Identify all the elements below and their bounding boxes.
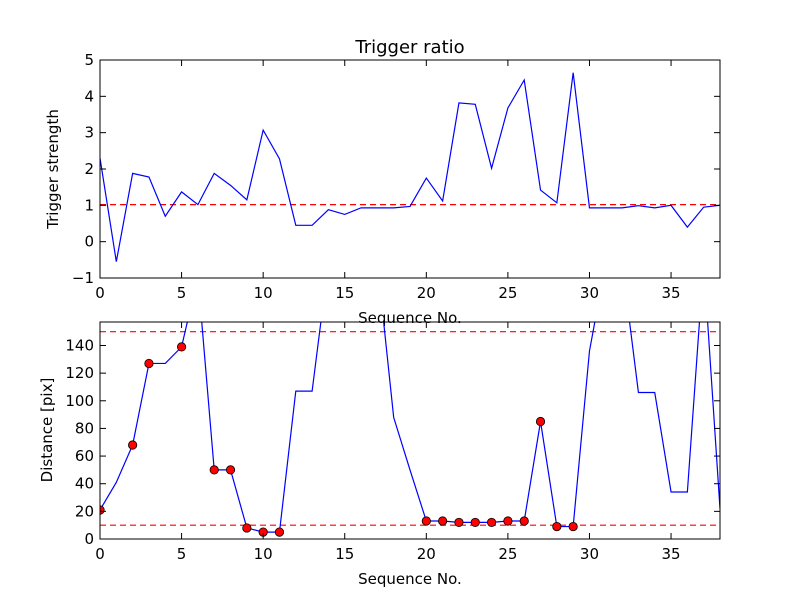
bottom-data-point <box>568 521 578 532</box>
top-ytick-label: 0 <box>84 233 94 251</box>
top-xtick-label: 20 <box>417 284 436 302</box>
bottom-plot-area <box>100 322 720 537</box>
bottom-xtick-label: 35 <box>662 545 681 563</box>
bottom-data-point <box>274 527 285 537</box>
bottom-ytick-label: 80 <box>75 419 94 437</box>
bottom-chart: 0 5 10 15 20 25 30 35 0 20 40 60 80 100 120 140 Sequenc… <box>38 321 721 588</box>
top-plot-area <box>100 72 720 262</box>
top-xtick-label: 25 <box>498 284 517 302</box>
bottom-data-point <box>470 517 480 528</box>
top-chart-xlabel: Sequence No. <box>358 309 462 327</box>
bottom-data-point <box>225 465 236 475</box>
top-xtick-label: 10 <box>254 284 273 302</box>
bottom-ytick-label: 40 <box>75 475 94 493</box>
top-chart-frame <box>99 59 721 279</box>
top-ytick-label: −1 <box>72 269 94 287</box>
bottom-data-point <box>128 440 138 450</box>
bottom-data-point <box>486 517 497 528</box>
top-ytick-label: 2 <box>84 160 94 178</box>
bottom-data-point <box>454 517 464 528</box>
bottom-ytick-label: 120 <box>65 364 94 382</box>
bottom-data-point <box>438 516 448 526</box>
bottom-xtick-label: 0 <box>95 545 105 563</box>
bottom-chart-ylabel: Distance [pix] <box>38 378 56 483</box>
top-xtick-label: 30 <box>580 284 599 302</box>
bottom-xtick-label: 30 <box>580 545 599 563</box>
bottom-data-point <box>176 342 187 352</box>
top-ytick-label: 3 <box>84 124 94 142</box>
bottom-chart-ticks: 0 5 10 15 20 25 30 35 0 20 40 60 80 100 120 140 <box>65 322 720 563</box>
bottom-xtick-label: 10 <box>254 545 273 563</box>
top-ytick-label: 5 <box>84 51 94 69</box>
top-xtick-label: 15 <box>335 284 354 302</box>
bottom-data-point <box>519 516 529 526</box>
top-series-line <box>100 72 720 262</box>
bottom-ytick-label: 140 <box>65 336 94 354</box>
bottom-xtick-label: 5 <box>177 545 187 563</box>
bottom-ytick-label: 20 <box>75 502 94 520</box>
bottom-chart-xlabel: Sequence No. <box>358 570 462 588</box>
bottom-ytick-label: 100 <box>65 392 94 410</box>
bottom-xtick-label: 20 <box>417 545 436 563</box>
bottom-data-point <box>535 416 546 427</box>
bottom-data-point <box>242 523 252 533</box>
bottom-series-line <box>100 322 720 533</box>
bottom-xtick-label: 25 <box>498 545 517 563</box>
bottom-data-point <box>552 521 562 532</box>
bottom-data-point <box>503 516 513 526</box>
top-xtick-label: 5 <box>177 284 187 302</box>
bottom-data-point <box>144 358 154 369</box>
bottom-data-point <box>209 465 219 475</box>
top-ytick-label: 4 <box>84 87 94 105</box>
top-xtick-label: 0 <box>95 284 105 302</box>
top-xtick-label: 35 <box>662 284 681 302</box>
top-chart-title: Trigger ratio <box>354 37 464 58</box>
bottom-xtick-label: 15 <box>335 545 354 563</box>
top-chart-ylabel: Trigger strength <box>44 109 62 230</box>
bottom-chart-frame <box>99 321 721 540</box>
bottom-data-point <box>421 516 431 526</box>
top-ytick-label: 1 <box>84 196 94 214</box>
bottom-ytick-label: 60 <box>75 447 94 465</box>
bottom-ytick-label: 0 <box>84 530 94 548</box>
